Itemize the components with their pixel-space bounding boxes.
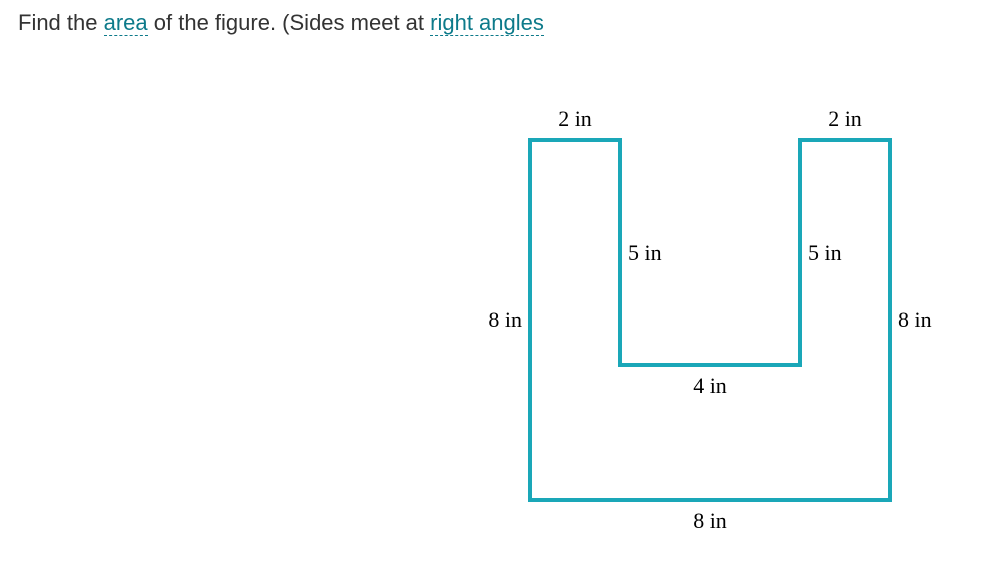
figure-svg [490, 100, 930, 540]
label-top-right: 2 in [828, 106, 862, 132]
label-top-left: 2 in [558, 106, 592, 132]
question-pre: Find the [18, 10, 104, 35]
figure-polygon [530, 140, 890, 500]
figure-container: 2 in 2 in 5 in 5 in 8 in 8 in 4 in 8 in [490, 100, 930, 540]
question-text: Find the area of the figure. (Sides meet… [18, 10, 544, 36]
label-notch-left: 5 in [628, 240, 662, 266]
question-mid: of the figure. (Sides meet at [148, 10, 430, 35]
link-right-angles[interactable]: right angles [430, 10, 544, 36]
label-notch-right: 5 in [808, 240, 842, 266]
label-bottom: 8 in [693, 508, 727, 534]
label-notch-bottom: 4 in [693, 373, 727, 399]
link-area[interactable]: area [104, 10, 148, 36]
label-left: 8 in [488, 307, 522, 333]
label-right: 8 in [898, 307, 932, 333]
